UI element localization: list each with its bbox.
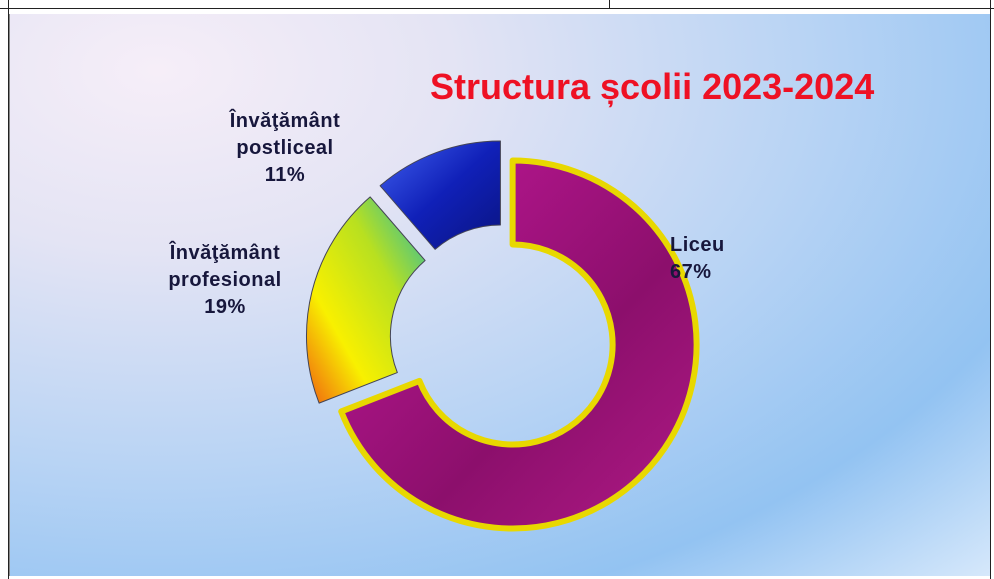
data-label-name: Liceu bbox=[670, 234, 725, 256]
table-line bbox=[609, 0, 610, 9]
donut-segment bbox=[306, 196, 426, 404]
table-line bbox=[8, 0, 9, 579]
table-line bbox=[990, 0, 991, 579]
chart bbox=[306, 140, 700, 532]
data-label-value: 19% bbox=[204, 296, 246, 318]
donut-segment bbox=[338, 157, 700, 532]
donut-segment bbox=[379, 140, 501, 250]
data-label-value: 11% bbox=[264, 164, 306, 186]
data-label-name: Învăţământ postliceal bbox=[229, 110, 341, 159]
chart-area: Structura școlii 2023-2024 Liceu 67% Învăţ… bbox=[9, 14, 990, 576]
table-line bbox=[0, 8, 994, 9]
data-label-value: 67% bbox=[670, 261, 712, 283]
chart-title: Structura școlii 2023-2024 bbox=[430, 66, 875, 107]
data-label-name: Învăţământ profesional bbox=[168, 242, 282, 291]
